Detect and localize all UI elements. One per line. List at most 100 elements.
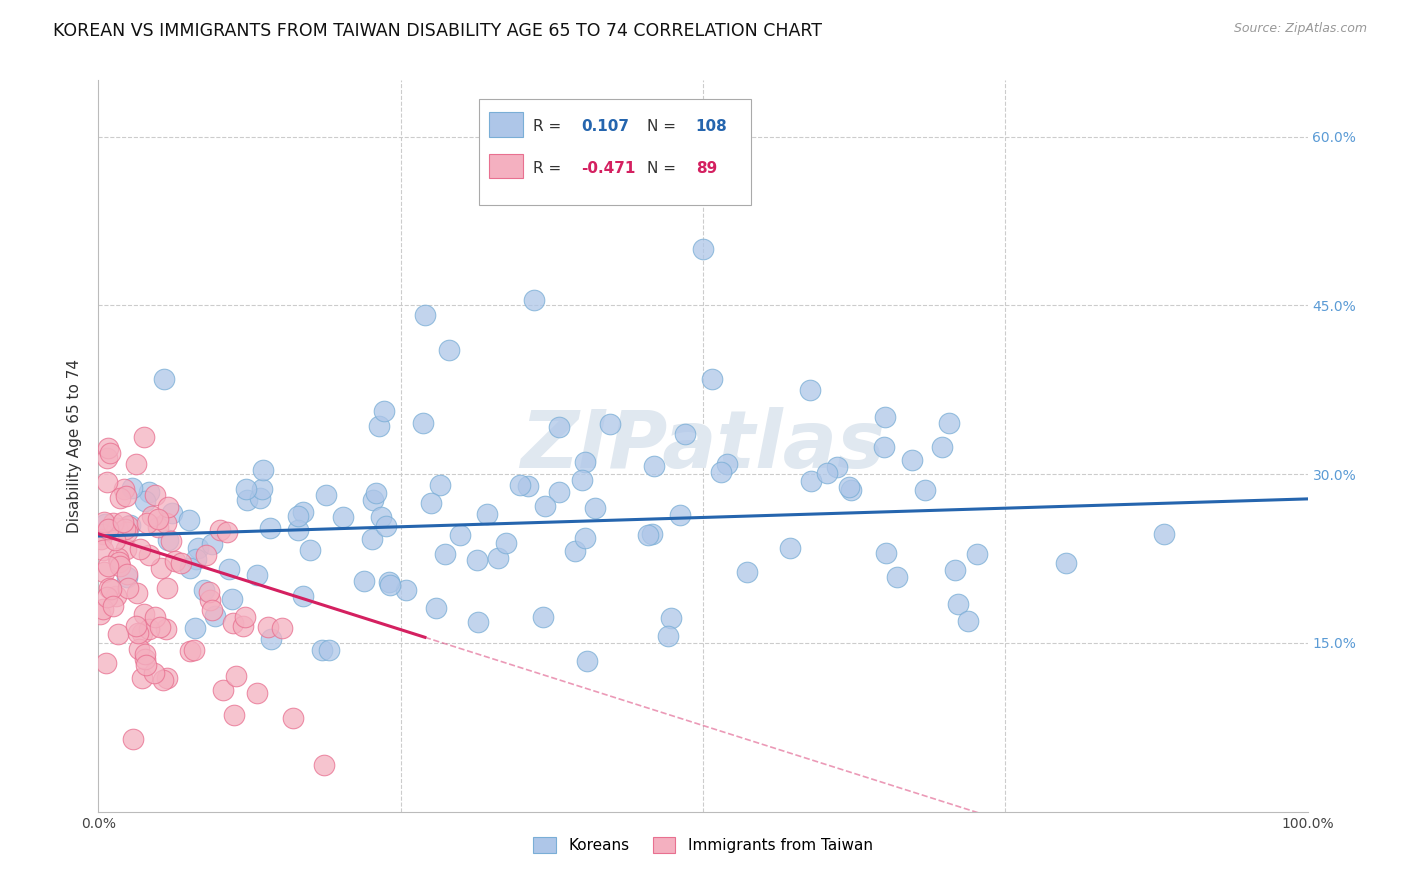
Text: R =: R = (533, 161, 561, 176)
Point (641, 526, 664, 541)
Point (146, 512, 169, 526)
Point (98, 445, 121, 459)
Point (531, 610, 554, 624)
Point (246, 686, 269, 700)
Point (179, 644, 201, 658)
Point (246, 568, 269, 582)
Point (370, 510, 392, 524)
Point (225, 669, 247, 683)
Point (122, 732, 145, 747)
Point (105, 520, 128, 534)
Point (152, 673, 174, 687)
Point (90, 532, 112, 546)
Point (212, 682, 235, 697)
Point (292, 505, 315, 519)
Point (117, 582, 139, 596)
Point (363, 492, 385, 507)
Point (93, 515, 115, 529)
Point (195, 548, 218, 562)
Point (134, 651, 156, 665)
Point (193, 582, 215, 597)
Point (659, 610, 682, 624)
Point (218, 562, 240, 576)
Point (184, 621, 207, 635)
Point (138, 622, 160, 636)
Point (141, 508, 163, 523)
Point (96, 590, 118, 604)
Point (235, 483, 257, 497)
Point (287, 523, 309, 537)
Point (162, 506, 184, 520)
Point (413, 308, 436, 322)
Point (150, 561, 173, 575)
Text: N =: N = (647, 119, 676, 134)
Point (134, 494, 156, 508)
Point (886, 570, 908, 584)
Point (156, 581, 179, 595)
Point (571, 474, 593, 488)
Point (152, 372, 174, 386)
Point (138, 548, 160, 562)
Point (312, 757, 335, 772)
Point (156, 500, 179, 515)
Point (198, 584, 221, 599)
Point (1054, 556, 1077, 570)
Point (564, 543, 586, 558)
Point (599, 417, 621, 432)
Point (465, 552, 488, 566)
Point (121, 482, 143, 496)
Point (101, 516, 124, 531)
Point (97, 441, 120, 455)
Point (233, 610, 256, 624)
Point (576, 655, 599, 669)
Point (215, 524, 238, 539)
Point (378, 574, 401, 589)
Point (380, 578, 402, 592)
Point (98, 581, 121, 595)
Point (574, 532, 596, 546)
Point (914, 483, 936, 497)
FancyBboxPatch shape (479, 99, 751, 204)
Text: 0.107: 0.107 (581, 119, 628, 134)
Point (148, 520, 170, 534)
Point (287, 509, 309, 524)
Point (96, 450, 118, 465)
Point (673, 427, 696, 442)
Point (838, 480, 860, 494)
Point (291, 589, 314, 603)
Point (256, 620, 278, 634)
Point (815, 467, 838, 481)
Point (222, 707, 245, 722)
Text: ZIPatlas: ZIPatlas (520, 407, 886, 485)
Point (368, 418, 391, 433)
Point (236, 492, 259, 507)
Point (89, 607, 111, 621)
Point (100, 582, 122, 597)
Point (523, 293, 546, 307)
Point (799, 383, 821, 397)
Point (311, 643, 333, 657)
Point (901, 452, 924, 467)
Point (115, 570, 138, 584)
Point (595, 169, 617, 183)
Y-axis label: Disability Age 65 to 74: Disability Age 65 to 74 (67, 359, 83, 533)
Text: 108: 108 (696, 119, 727, 134)
Point (170, 556, 193, 570)
Point (201, 537, 224, 551)
Point (125, 586, 148, 600)
Point (103, 533, 125, 547)
Point (108, 556, 131, 570)
Point (108, 558, 131, 573)
Point (163, 554, 186, 568)
Point (509, 477, 531, 491)
Point (132, 607, 155, 621)
Point (534, 500, 557, 514)
Point (117, 524, 139, 539)
Point (259, 520, 281, 534)
Point (198, 593, 221, 607)
Point (956, 614, 979, 628)
Point (779, 541, 801, 555)
Point (420, 496, 443, 510)
Point (94, 657, 117, 671)
Point (943, 563, 966, 577)
